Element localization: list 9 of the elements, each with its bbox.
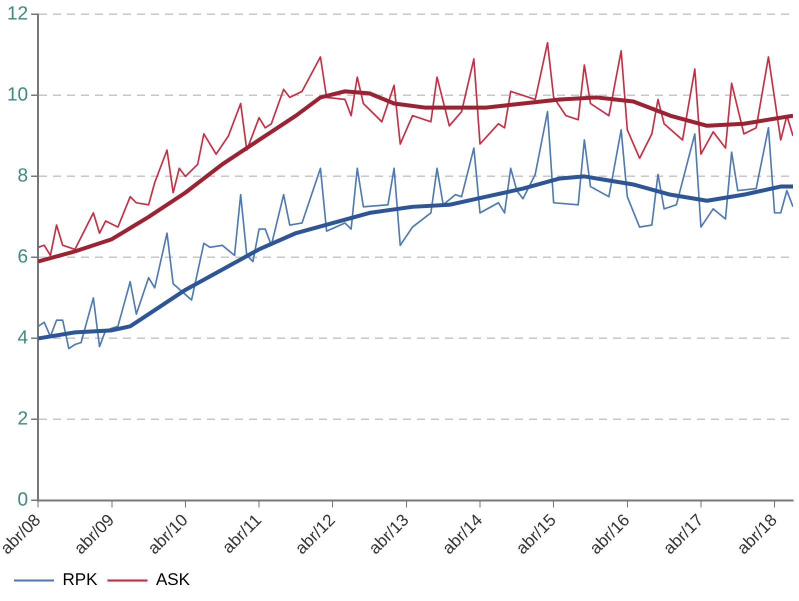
- y-tick-label: 4: [18, 328, 29, 349]
- y-tick-label: 2: [18, 408, 28, 430]
- y-tick-label: 12: [6, 4, 28, 25]
- legend-label: ASK: [156, 570, 191, 590]
- y-tick-label: 0: [18, 490, 28, 511]
- y-tick-label: 8: [18, 166, 28, 187]
- y-tick-label: 6: [18, 246, 28, 268]
- legend-label: RPK: [62, 570, 98, 590]
- y-tick-label: 10: [6, 84, 28, 106]
